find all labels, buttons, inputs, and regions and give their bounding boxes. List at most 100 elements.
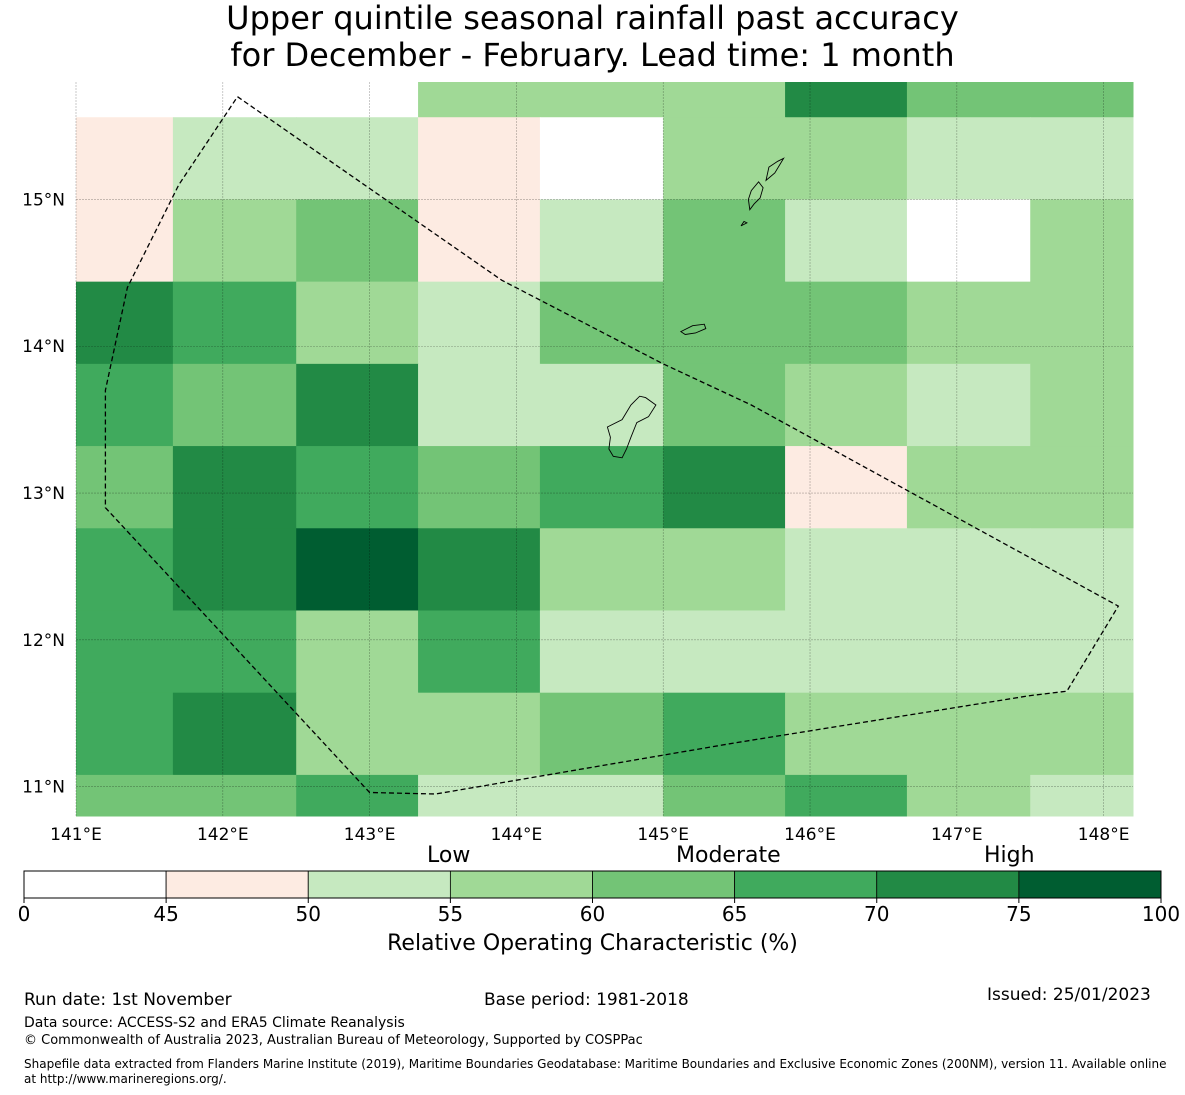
grid-cell [1030, 281, 1134, 365]
longitude-tick-label: 148°E [1078, 825, 1130, 845]
grid-cell [418, 610, 541, 694]
grid-cell [418, 774, 541, 817]
grid-cell [296, 117, 419, 200]
grid-cell [76, 281, 174, 365]
grid-cell [539, 82, 664, 118]
colorbar-segment [165, 870, 309, 899]
grid-cell [663, 117, 786, 200]
grid-cell [785, 117, 908, 200]
grid-cell [296, 363, 419, 447]
grid-cell [418, 363, 541, 447]
grid-cell [296, 528, 419, 611]
grid-cell [418, 692, 541, 776]
grid-cell [785, 692, 908, 776]
colorbar-tick-label: 55 [438, 902, 463, 926]
grid-cell [296, 446, 419, 529]
grid-cell [785, 446, 908, 529]
grid-cell [1030, 692, 1134, 776]
colorbar-segment [23, 870, 167, 899]
grid-cell [663, 281, 786, 365]
grid-cell [785, 281, 908, 365]
grid-cell [539, 117, 664, 200]
latitude-tick-label: 13°N [22, 484, 65, 504]
grid-cell [172, 528, 297, 611]
grid-cell [296, 82, 419, 118]
grid-cell [418, 446, 541, 529]
colorbar-tick-label: 60 [580, 902, 605, 926]
grid-cell [296, 692, 419, 776]
legend-category-moderate: Moderate [676, 843, 781, 868]
grid-cell [906, 528, 1031, 611]
grid-cell [785, 82, 908, 118]
copyright: © Commonwealth of Australia 2023, Austra… [24, 1033, 643, 1048]
legend-category-low: Low [427, 843, 471, 868]
grid-cell [1030, 117, 1134, 200]
title-line-1: Upper quintile seasonal rainfall past ac… [226, 0, 959, 37]
latitude-tick-label: 15°N [22, 190, 65, 210]
colorbar-tick-label: 75 [1006, 902, 1031, 926]
grid-cell [418, 117, 541, 200]
grid-cell [1030, 363, 1134, 447]
grid-cell [172, 281, 297, 365]
grid-cell [785, 199, 908, 283]
island-outline [740, 220, 748, 227]
grid-cell [1030, 199, 1134, 283]
island-coastlines [606, 157, 785, 459]
grid-cell [906, 363, 1031, 447]
grid-cell [663, 610, 786, 694]
grid-cell [785, 363, 908, 447]
latitude-tick-label: 14°N [22, 337, 65, 357]
island-outline [765, 157, 785, 182]
grid-cell [418, 528, 541, 611]
grid-cell [76, 446, 174, 529]
grid-cell [1030, 610, 1134, 694]
grid-cell [539, 610, 664, 694]
grid-cell [906, 117, 1031, 200]
grid-cell [418, 82, 541, 118]
legend-category-high: High [984, 843, 1035, 868]
grid-cell [418, 199, 541, 283]
island-outline [606, 395, 657, 459]
colorbar-tick-label: 45 [153, 902, 178, 926]
graticule [75, 82, 1133, 816]
shapefile-credit-line-2: at http://www.marineregions.org/. [24, 1072, 227, 1086]
map-title: Upper quintile seasonal rainfall past ac… [0, 0, 1185, 74]
grid-cell [539, 363, 664, 447]
issued-date: Issued: 25/01/2023 [987, 985, 1151, 1005]
grid-cell [76, 528, 174, 611]
data-source: Data source: ACCESS-S2 and ERA5 Climate … [24, 1015, 405, 1031]
grid-cell [296, 281, 419, 365]
colorbar-legend: 0 45 50 55 60 65 70 75 100 [18, 870, 1180, 926]
grid-cell [76, 774, 174, 817]
grid-cell [539, 446, 664, 529]
run-date: Run date: 1st November [24, 990, 232, 1010]
longitude-tick-label: 147°E [931, 825, 983, 845]
grid-cell [172, 446, 297, 529]
grid-cell [76, 363, 174, 447]
grid-cell [539, 692, 664, 776]
grid-cell [172, 610, 297, 694]
latitude-labels: 15°N 14°N 13°N 12°N 11°N [22, 190, 65, 797]
grid-cell [906, 446, 1031, 529]
colorbar-tick-label: 100 [1142, 902, 1180, 926]
island-outline [747, 181, 764, 211]
title-line-2: for December - February. Lead time: 1 mo… [230, 36, 955, 74]
longitude-tick-label: 144°E [491, 825, 543, 845]
grid-cell [663, 692, 786, 776]
grid-cell [76, 199, 174, 283]
eez-boundary [104, 96, 1120, 795]
colorbar-segment [449, 870, 593, 899]
grid-cell [296, 610, 419, 694]
grid-cell [1030, 446, 1134, 529]
grid-cell [663, 363, 786, 447]
colorbar-tick-label: 0 [18, 902, 31, 926]
grid-cell [906, 774, 1031, 817]
grid-cell [906, 692, 1031, 776]
island-outline [679, 323, 707, 335]
colorbar-segment [734, 870, 878, 899]
shapefile-credit-line-1: Shapefile data extracted from Flanders M… [24, 1057, 1167, 1071]
grid-cell [539, 199, 664, 283]
grid-cell [663, 82, 786, 118]
grid-cell [172, 363, 297, 447]
